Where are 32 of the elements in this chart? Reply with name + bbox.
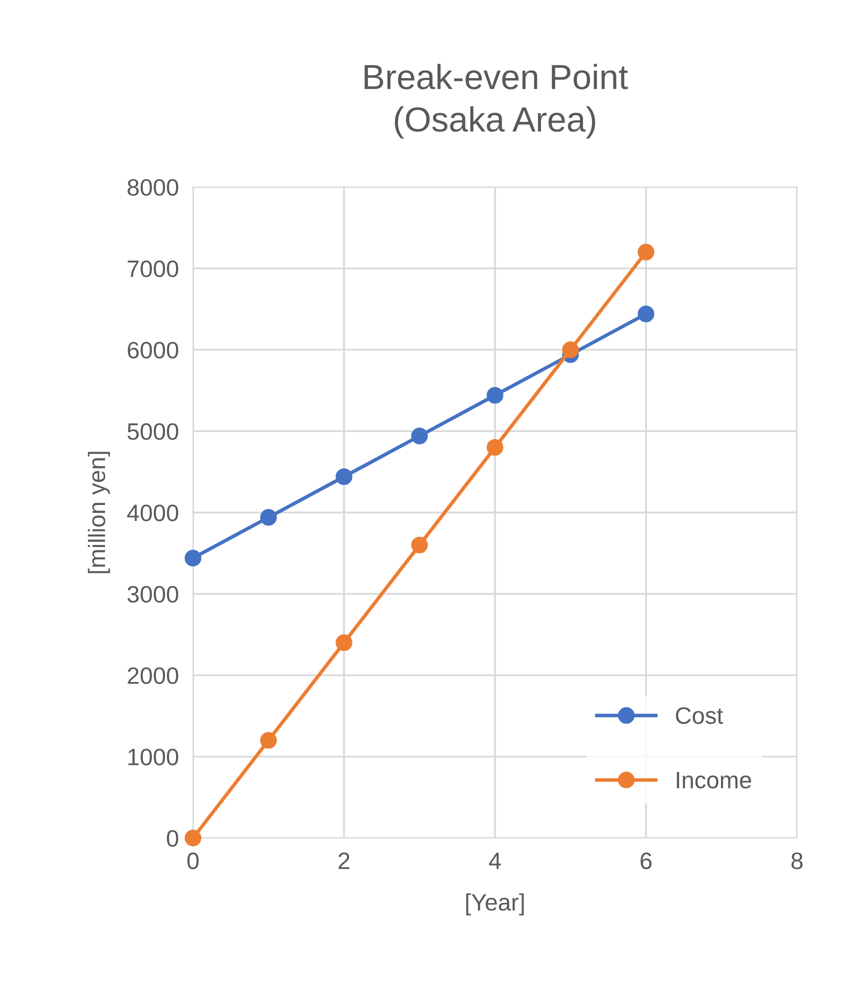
y-tick-label: 5000 [128, 423, 178, 440]
y-tick-label: 7000 [128, 260, 178, 278]
x-axis-title: [Year] [466, 893, 524, 916]
y-tick-label: 2000 [128, 667, 178, 684]
point [260, 732, 277, 749]
point [184, 830, 202, 846]
legend-label: Cost [676, 707, 724, 724]
y-tick-label: 4000 [127, 504, 178, 522]
point [260, 509, 277, 526]
y-tick-label: 3000 [127, 586, 178, 603]
point [336, 468, 352, 486]
point [486, 386, 504, 404]
x-tick-label: 2 [338, 852, 350, 869]
x-tick-label: 0 [187, 852, 199, 870]
y-tick-label: 8000 [128, 179, 178, 196]
point [411, 536, 428, 554]
y-tick-label: 1000 [128, 748, 178, 766]
x-tick-label: 4 [488, 852, 501, 869]
point [638, 244, 654, 260]
point [638, 306, 654, 322]
point [184, 550, 202, 566]
y-tick-label: 6000 [128, 342, 178, 359]
y-axis-title: [million yen] [88, 452, 110, 574]
chart-title: Break-even Point (Osaka Area) [364, 64, 628, 139]
point [336, 634, 352, 652]
legend-label: Income [676, 772, 752, 788]
y-tick-label: 0 [166, 830, 178, 847]
point [562, 341, 579, 358]
point [486, 439, 504, 456]
point [411, 428, 428, 444]
x-tick-label: 8 [791, 852, 803, 870]
x-tick-label: 6 [640, 852, 652, 870]
